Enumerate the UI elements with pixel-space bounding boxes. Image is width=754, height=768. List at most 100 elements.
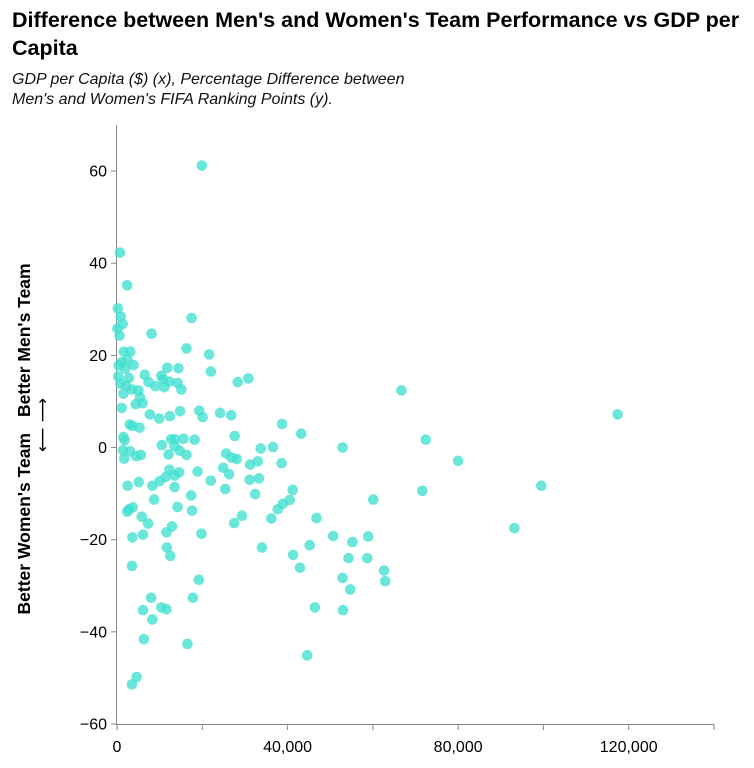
- scatter-point: [612, 409, 623, 420]
- scatter-point: [362, 552, 373, 564]
- subtitle-line-2: Men's and Women's FIFA Ranking Points (y…: [12, 91, 333, 108]
- scatter-point: [287, 549, 299, 561]
- scatter-point: [153, 413, 165, 424]
- scatter-point: [452, 455, 464, 467]
- scatter-point: [185, 490, 197, 501]
- scatter-point: [150, 380, 161, 392]
- scatter-point: [347, 536, 358, 548]
- scatter-point: [137, 398, 148, 409]
- scatter-point: [187, 592, 199, 604]
- scatter-point: [122, 480, 133, 492]
- scatter-point: [145, 592, 157, 604]
- x-axis: 0 40,000 80,000 120,000: [113, 724, 715, 756]
- scatter-point: [169, 470, 180, 481]
- scatter-point: [128, 359, 139, 371]
- scatter-point: [127, 532, 138, 543]
- scatter-point: [417, 485, 428, 497]
- scatter-point: [137, 529, 149, 540]
- scatter-point: [287, 484, 298, 496]
- scatter-point: [196, 528, 207, 540]
- scatter-point: [295, 428, 307, 440]
- scatter-point: [243, 373, 254, 384]
- scatter-point: [126, 679, 138, 690]
- scatter-point: [344, 584, 356, 595]
- scatter-point: [138, 633, 150, 645]
- scatter-point: [174, 405, 186, 417]
- scatter-point: [161, 542, 173, 553]
- y-axis: −60 −40 −20 0 20 40 60: [80, 125, 117, 734]
- scatter-point: [223, 468, 235, 480]
- scatter-point: [134, 422, 145, 434]
- scatter-point: [126, 560, 138, 572]
- scatter-point: [159, 381, 170, 393]
- scatter-point: [396, 385, 407, 396]
- scatter-point: [144, 409, 156, 420]
- y-axis-arrows: ⟵ ⟶: [33, 398, 53, 452]
- scatter-point: [186, 505, 198, 516]
- scatter-point: [337, 442, 348, 453]
- scatter-point: [142, 518, 154, 529]
- scatter-point: [119, 363, 131, 375]
- y-axis-title-group: Better Women's Team Better Men's Team: [14, 263, 34, 614]
- scatter-point: [121, 280, 133, 291]
- y-tick-label: 20: [89, 348, 107, 365]
- scatter-point: [193, 574, 205, 586]
- scatter-point: [163, 449, 174, 460]
- scatter-point: [244, 474, 255, 486]
- scatter-point: [162, 362, 173, 374]
- scatter-point: [311, 512, 322, 524]
- y-tick-label: 60: [89, 164, 107, 181]
- y-axis-title-men: Better Men's Team: [14, 263, 34, 417]
- scatter-point: [130, 450, 142, 462]
- scatter-point: [244, 459, 256, 470]
- scatter-point: [146, 328, 157, 340]
- scatter-point: [304, 539, 316, 551]
- x-tick-label: 0: [113, 739, 122, 756]
- scatter-point: [161, 527, 172, 538]
- y-axis-title-women: Better Women's Team: [14, 433, 34, 614]
- scatter-point: [161, 603, 172, 615]
- x-tick-label: 120,000: [600, 739, 658, 756]
- scatter-point: [118, 388, 129, 399]
- scatter-point: [220, 483, 231, 495]
- scatter-point: [362, 531, 374, 542]
- scatter-point: [127, 502, 139, 513]
- scatter-point: [276, 418, 288, 430]
- scatter-point: [116, 402, 127, 414]
- scatter-point: [255, 443, 267, 454]
- scatter-point: [147, 480, 158, 492]
- scatter-point: [367, 494, 379, 505]
- scatter-point: [327, 530, 339, 542]
- scatter-point: [420, 434, 432, 446]
- scatter-point: [182, 638, 193, 650]
- scatter-point: [203, 349, 215, 360]
- scatter-point: [133, 476, 145, 488]
- y-tick-label: 0: [98, 440, 107, 457]
- scatter-point: [256, 542, 268, 553]
- scatter-point: [136, 511, 148, 522]
- scatter-point: [181, 449, 192, 461]
- scatter-point: [205, 475, 217, 487]
- scatter-point: [165, 550, 176, 562]
- scatter-point: [205, 366, 217, 377]
- scatter-point: [337, 572, 348, 584]
- scatter-point: [172, 501, 183, 513]
- scatter-point: [118, 453, 130, 464]
- scatter-point: [301, 650, 313, 661]
- scatter-point: [178, 433, 189, 445]
- scatter-point: [231, 453, 243, 465]
- scatter-point: [147, 614, 158, 625]
- y-tick-label: −20: [80, 532, 107, 549]
- scatter-point: [169, 481, 180, 493]
- chart-subtitle: GDP per Capita ($) (x), Percentage Diffe…: [12, 70, 612, 110]
- scatter-point: [114, 247, 126, 258]
- scatter-point: [124, 346, 136, 357]
- scatter-point: [137, 604, 149, 616]
- scatter-point: [232, 376, 243, 388]
- scatter-point: [229, 430, 240, 442]
- scatter-point: [236, 510, 248, 522]
- y-tick-label: 40: [89, 256, 107, 273]
- scatter-point: [176, 384, 187, 395]
- scatter-point: [343, 552, 354, 564]
